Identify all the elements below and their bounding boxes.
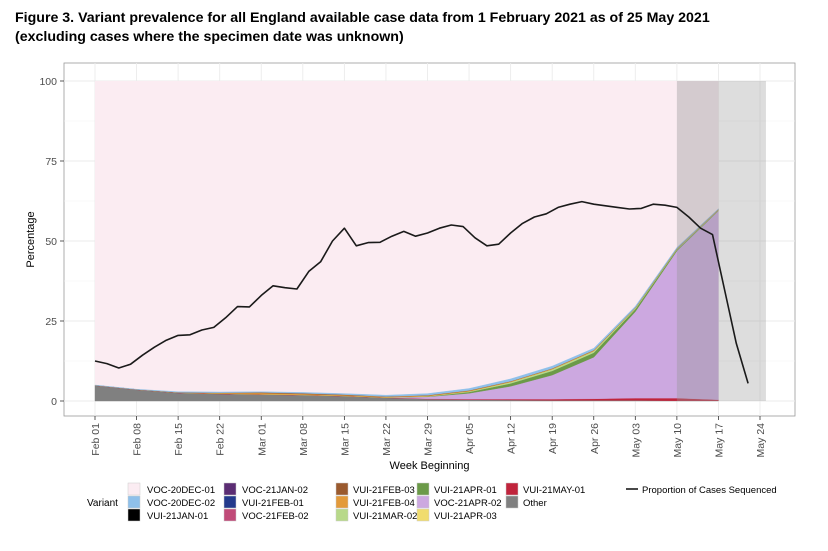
x-tick-label: Mar 15	[339, 423, 351, 456]
y-tick-label: 75	[45, 156, 57, 168]
x-tick-label: Apr 05	[464, 423, 476, 454]
legend-label: VUI-21FEB-01	[242, 498, 304, 509]
legend-label: VUI-21MAR-02	[353, 511, 417, 522]
legend-swatch	[127, 482, 141, 496]
x-tick-label: May 24	[755, 423, 767, 458]
legend-label: VUI-21FEB-03	[353, 485, 415, 496]
x-tick-label: Apr 26	[589, 423, 601, 454]
legend-label: VOC-21FEB-02	[242, 511, 309, 522]
legend-label: VUI-21JAN-01	[147, 511, 208, 522]
legend-swatch	[416, 508, 430, 522]
x-tick-label: Apr 19	[547, 423, 559, 454]
legend-swatch	[223, 482, 237, 496]
chart-marks	[94, 81, 766, 402]
chart-legend: Variant VOC-20DEC-01 VOC-20DEC-02 VUI-21JAN…	[87, 482, 777, 522]
legend-label: VUI-21FEB-04	[353, 498, 415, 509]
x-tick-label: Mar 22	[381, 423, 393, 456]
legend-swatch	[505, 495, 519, 509]
x-tick-label: Mar 01	[256, 423, 268, 456]
legend-item-vui-21apr-03: VUI-21APR-03	[416, 508, 497, 522]
y-tick-label: 25	[45, 316, 57, 328]
legend-item-vui-21feb-04: VUI-21FEB-04	[335, 495, 415, 509]
x-tick-label: Feb 01	[90, 423, 102, 456]
legend-label: VOC-21APR-02	[434, 498, 502, 509]
legend-swatch	[127, 508, 141, 522]
y-tick-label: 100	[39, 76, 57, 88]
legend-label: VUI-21APR-03	[434, 511, 497, 522]
chart-axes: 0 25 50 75 100 Feb 01 Feb 08 Feb 15 Feb 22 Mar 01…	[25, 76, 767, 472]
legend-item-other: Other	[505, 495, 547, 509]
legend-item-vui-21jan-01: VUI-21JAN-01	[127, 508, 208, 522]
legend-item-voc-21apr-02: VOC-21APR-02	[416, 495, 502, 509]
legend-item-vui-21feb-03: VUI-21FEB-03	[335, 482, 415, 496]
shaded-period-2	[718, 81, 766, 401]
legend-item-vui-21feb-01: VUI-21FEB-01	[223, 495, 304, 509]
y-tick-label: 0	[51, 396, 57, 408]
figure-title-line-1: Figure 3. Variant prevalence for all Eng…	[15, 10, 710, 26]
x-tick-label: Apr 12	[506, 423, 518, 454]
legend-item-vui-21mar-02: VUI-21MAR-02	[335, 508, 417, 522]
legend-item-vui-21apr-01: VUI-21APR-01	[416, 482, 497, 496]
legend-label: VOC-20DEC-02	[147, 498, 215, 509]
x-tick-label: Mar 08	[298, 423, 310, 456]
legend-label: VOC-20DEC-01	[147, 485, 215, 496]
x-tick-label: May 10	[672, 423, 684, 458]
x-tick-label: May 17	[713, 423, 725, 458]
legend-title: Variant	[87, 498, 118, 509]
legend-item-vui-21may-01: VUI-21MAY-01	[505, 482, 585, 496]
legend-swatch	[223, 508, 237, 522]
legend-label: Other	[523, 498, 547, 509]
figure-title: Figure 3. Variant prevalence for all Eng…	[15, 9, 820, 47]
legend-swatch	[416, 482, 430, 496]
legend-swatch	[223, 495, 237, 509]
legend-label: VUI-21APR-01	[434, 485, 497, 496]
x-tick-label: Mar 29	[423, 423, 435, 456]
x-tick-label: Feb 22	[215, 423, 227, 456]
shaded-period-1	[676, 81, 719, 401]
legend-swatch	[416, 495, 430, 509]
y-axis-title: Percentage	[25, 211, 37, 267]
legend-label: VUI-21MAY-01	[523, 485, 585, 496]
legend-swatch	[335, 482, 349, 496]
legend-item-proportion-sequenced: Proportion of Cases Sequenced	[626, 485, 777, 496]
legend-label: VOC-21JAN-02	[242, 485, 308, 496]
legend-swatch	[335, 495, 349, 509]
x-tick-label: Feb 15	[173, 423, 185, 456]
legend-label: Proportion of Cases Sequenced	[642, 485, 777, 496]
y-tick-label: 50	[45, 236, 57, 248]
legend-item-voc-20dec-02: VOC-20DEC-02	[127, 495, 215, 509]
area-voc-20dec-02	[94, 208, 719, 397]
figure-title-line-2: (excluding cases where the specimen date…	[15, 29, 404, 45]
legend-swatch	[505, 482, 519, 496]
x-tick-label: May 03	[630, 423, 642, 458]
legend-item-voc-20dec-01: VOC-20DEC-01	[127, 482, 215, 496]
x-axis-title: Week Beginning	[390, 460, 470, 472]
legend-swatch	[127, 495, 141, 509]
legend-swatch	[335, 508, 349, 522]
line-proportion-sequenced	[94, 200, 749, 384]
legend-item-voc-21jan-02: VOC-21JAN-02	[223, 482, 308, 496]
legend-item-voc-21feb-02: VOC-21FEB-02	[223, 508, 309, 522]
x-tick-label: Feb 08	[132, 423, 144, 456]
